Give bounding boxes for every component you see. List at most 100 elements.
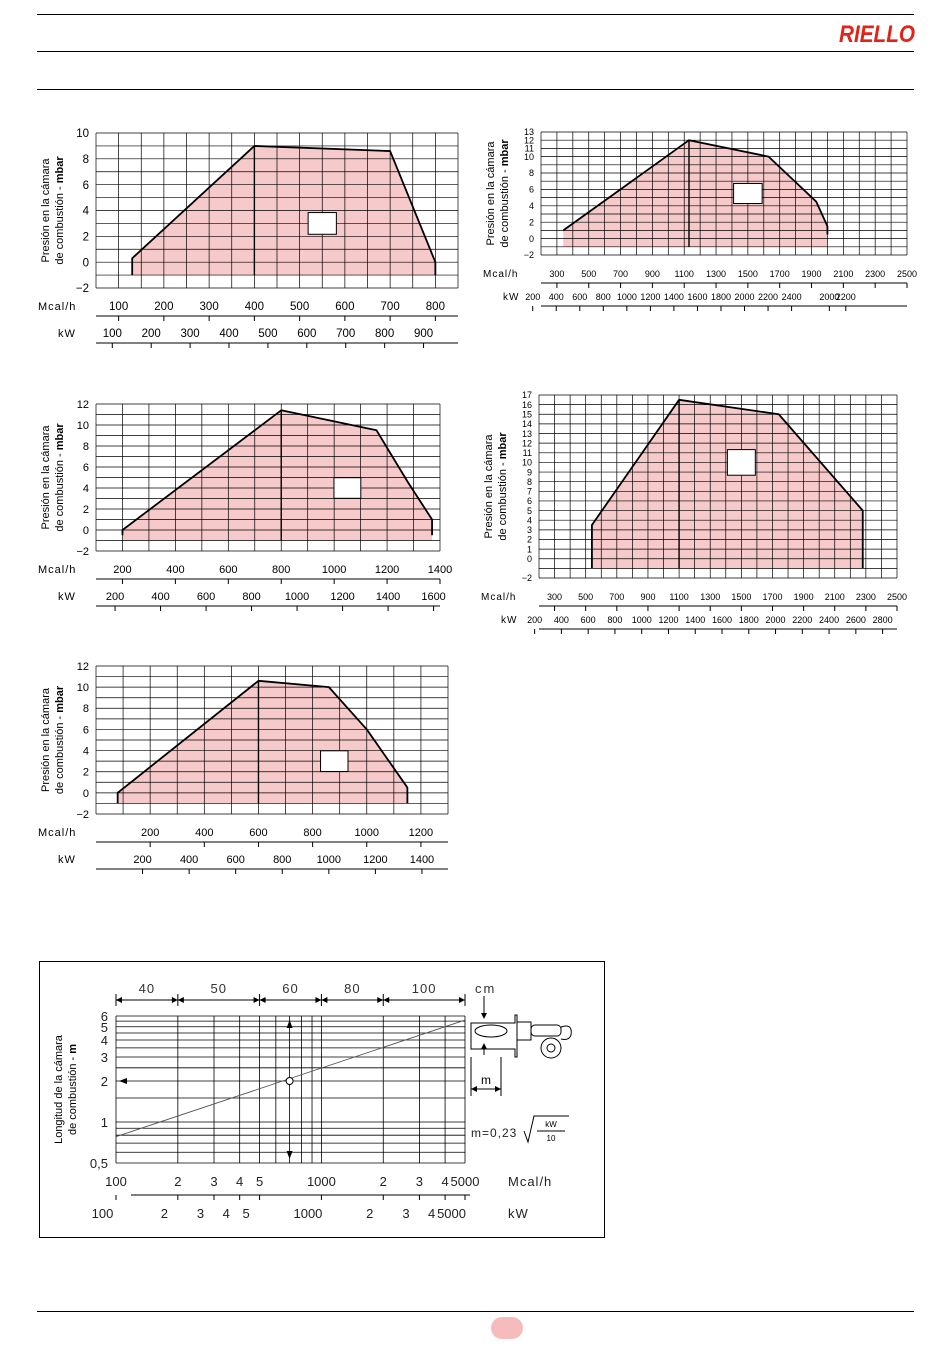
axis-mcal-tick: 2 [174, 1174, 181, 1189]
cm-scale-arrow [321, 997, 328, 1003]
y-axis-label-prefix: de combustión - [54, 713, 66, 794]
example-arrow-down [286, 1151, 293, 1159]
y-axis-label-line1: Presión en la cámara [40, 687, 52, 792]
cm-scale-arrow [259, 997, 266, 1003]
axis-mcal-tick: 100 [109, 301, 128, 313]
pressure-chart-3: −2 0 2 4 6 8 10 12 Mcal/h 200 400 600 800 1000 1200 140… [38, 399, 452, 611]
cm-segment-label: 50 [210, 981, 226, 996]
axis-kw-tick: 1400 [664, 292, 684, 302]
axis-kw-tick: 2400 [782, 292, 802, 302]
axis-kw-tick: 1200 [658, 615, 678, 625]
firing-range-area [122, 410, 433, 541]
axis-kw-tick: 1000 [285, 591, 309, 603]
axis-kw-label: kW [501, 615, 517, 626]
y-tick-label: 6 [527, 496, 532, 506]
pressure-chart-5: −2 0 2 4 6 8 10 12 Mcal/h 200 400 600 800 1000 1200 kW 2… [38, 661, 449, 874]
axis-mcal-tick: 1300 [700, 592, 720, 602]
axis-kw-tick: 800 [596, 292, 611, 302]
y-tick-label: 10 [77, 420, 89, 432]
axis-kw-tick: 5000 [437, 1206, 466, 1221]
axis-kw-tick: 200 [133, 854, 151, 866]
example-point [285, 1076, 294, 1085]
axis-mcal-label: Mcal/h [481, 592, 516, 603]
axis-mcal-tick: 200 [154, 301, 173, 313]
y-tick-label: 8 [529, 168, 534, 178]
model-label-box [333, 477, 362, 499]
axis-mcal-tick: 300 [547, 592, 562, 602]
subheader-rule [37, 89, 914, 90]
axis-kw-tick: 5 [242, 1206, 249, 1221]
axis-kw-tick: 600 [197, 591, 215, 603]
y-axis-label-prefix: de combustión - [54, 450, 66, 531]
burner-head [516, 1021, 532, 1041]
y-axis-label-unit: m [67, 1044, 79, 1054]
y-tick-label: 10 [524, 152, 534, 162]
firing-range-outline [121, 409, 433, 536]
riello-logo-text: RIELLO [839, 21, 915, 47]
y-tick-label: 12 [77, 399, 89, 411]
axis-kw-label: kW [508, 1206, 529, 1221]
y-tick-label: 8 [83, 154, 89, 166]
axis-kw-label: kW [58, 328, 76, 340]
axis-mcal-tick: 1300 [706, 269, 726, 279]
axis-kw-tick: 1400 [685, 615, 705, 625]
y-tick-label: 0 [527, 554, 532, 564]
axis-mcal-tick: 3 [416, 1174, 423, 1189]
y-tick-label: 2 [101, 1074, 108, 1089]
axis-mcal-tick: 900 [640, 592, 655, 602]
y-tick-label: 5 [527, 506, 532, 516]
cm-segment-label: 80 [344, 981, 360, 996]
y-axis-label-line1: Presión en la cámara [40, 158, 52, 263]
axis-mcal-tick: 1000 [322, 564, 346, 576]
axis-mcal-tick: 2500 [887, 592, 907, 602]
axis-kw-tick: 1000 [617, 292, 637, 302]
y-tick-label: 4 [527, 515, 532, 525]
cm-segment-label: 60 [282, 981, 298, 996]
y-axis-label-prefix: de combustión - [67, 1054, 79, 1135]
y-tick-label: −2 [76, 283, 89, 295]
y-tick-label: −2 [522, 573, 532, 583]
axis-kw-tick: 400 [151, 591, 169, 603]
axis-mcal-tick: 2500 [897, 269, 917, 279]
cm-scale-arrow [171, 997, 178, 1003]
y-tick-label: 13 [522, 429, 532, 439]
formula-sqrt-sign [523, 1115, 569, 1144]
y-tick-label: 4 [83, 746, 89, 758]
y-tick-label: 8 [527, 477, 532, 487]
cm-scale-arrow [177, 997, 184, 1003]
axis-mcal-tick: 500 [290, 301, 309, 313]
axis-mcal-label: Mcal/h [38, 827, 76, 839]
y-tick-label: 17 [522, 390, 532, 400]
axis-mcal-label: Mcal/h [38, 564, 76, 576]
axis-mcal-tick: 2300 [856, 592, 876, 602]
y-tick-label: 4 [101, 1033, 108, 1048]
y-tick-label: 0 [83, 257, 89, 269]
y-axis-label-unit: mbar [497, 432, 509, 460]
axis-mcal-tick: 1700 [762, 592, 782, 602]
burner-fan [540, 1037, 562, 1059]
axis-mcal-tick: 500 [578, 592, 593, 602]
axis-kw-tick: 900 [414, 328, 433, 340]
y-tick-label: 8 [83, 703, 89, 715]
firing-range-outline [562, 139, 829, 235]
y-axis-label-prefix: de combustión - [499, 166, 511, 247]
pressure-chart-1: −2 0 2 4 6 8 10 Mcal/h 100 200 300 400 500 600 700 800 k… [38, 128, 459, 348]
y-axis-label-prefix: de combustión - [54, 183, 66, 264]
y-tick-label: 0 [83, 788, 89, 800]
axis-kw-tick: 4 [223, 1206, 230, 1221]
model-label-box [733, 183, 763, 204]
axis-kw-tick: 1000 [293, 1206, 322, 1221]
axis-kw-tick: 3 [197, 1206, 204, 1221]
y-tick-label: 14 [522, 419, 532, 429]
y-axis-label-unit: mbar [54, 156, 66, 184]
y-tick-label: 6 [83, 462, 89, 474]
model-label-box [726, 449, 756, 476]
axis-mcal-tick: 500 [581, 269, 596, 279]
axis-kw-tick: 1200 [640, 292, 660, 302]
axis-mcal-tick: 700 [613, 269, 628, 279]
y-tick-label: −2 [76, 809, 89, 821]
axis-mcal-tick: 200 [141, 827, 159, 839]
axis-mcal-tick: 4 [441, 1174, 448, 1189]
